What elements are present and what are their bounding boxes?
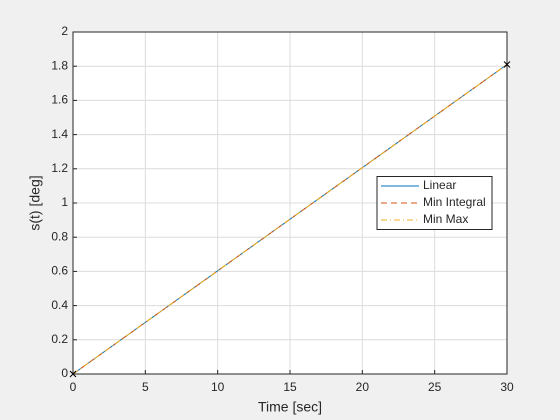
x-tick-label: 30	[500, 380, 514, 394]
x-tick-label: 10	[211, 380, 225, 394]
y-tick-label: 0	[61, 366, 68, 380]
x-tick-label: 5	[142, 380, 149, 394]
waypoint-marker	[503, 61, 511, 68]
y-tick-label: 1.4	[51, 127, 68, 141]
y-tick-label: 0.4	[51, 298, 68, 312]
series-line	[72, 64, 508, 375]
x-tick-label: 0	[70, 380, 77, 394]
x-tick-label: 20	[356, 380, 370, 394]
x-tick-label: 15	[283, 380, 297, 394]
legend-label: Min Max	[423, 212, 468, 226]
y-tick-label: 1	[61, 195, 68, 209]
y-axis-label: s(t) [deg]	[27, 175, 43, 230]
y-tick-label: 1.8	[51, 58, 68, 72]
legend-label: Min Integral	[423, 195, 486, 209]
axes-box	[72, 31, 508, 375]
x-axis-label: Time [sec]	[258, 399, 322, 415]
legend: Linear Min Integral Min Max	[376, 176, 493, 230]
y-tick-label: 1.6	[51, 93, 68, 107]
x-tick-label: 25	[428, 380, 442, 394]
legend-label: Linear	[423, 178, 456, 192]
y-tick-label: 0.6	[51, 264, 68, 278]
y-tick-label: 0.2	[51, 332, 68, 346]
y-tick-label: 2	[61, 24, 68, 38]
y-tick-label: 1.2	[51, 161, 68, 175]
waypoint-marker	[69, 370, 77, 378]
y-tick-label: 0.8	[51, 229, 68, 243]
